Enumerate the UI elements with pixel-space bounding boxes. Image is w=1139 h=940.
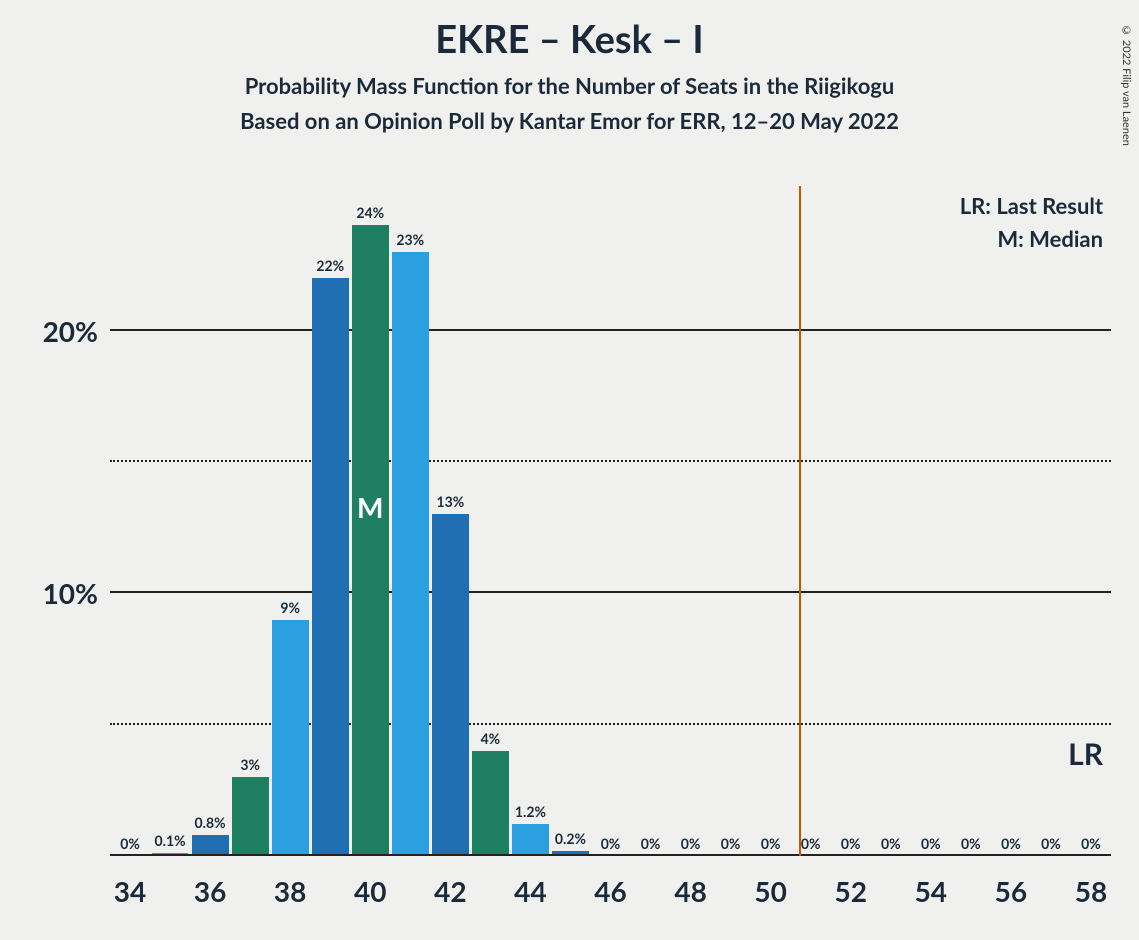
plot-area: LR: Last Result M: Median 0%0.1%0.8%3%9%… [110,186,1111,856]
bar-value-label: 0.8% [195,814,226,831]
x-axis-tick-label: 38 [274,874,306,908]
bar-value-label: 0.1% [155,832,186,849]
x-axis-tick-label: 42 [434,874,466,908]
last-result-line [799,186,801,856]
bar-value-label: 0% [881,835,901,852]
bar-value-label: 23% [396,231,424,248]
bar-value-label: 0% [120,835,140,852]
chart-title: EKRE – Kesk – I [0,16,1139,62]
bar-value-label: 4% [481,730,501,747]
bar-value-label: 24% [356,204,384,221]
chart-subtitle-2: Based on an Opinion Poll by Kantar Emor … [0,107,1139,134]
bar-value-label: 0% [641,835,661,852]
bars-container: 0%0.1%0.8%3%9%22%24%M23%13%4%1.2%0.2%0%0… [110,186,1111,856]
bar: 23% [392,252,429,856]
bar-value-label: 0% [801,835,821,852]
bar-value-label: 1.2% [515,803,546,820]
bar: 4% [472,751,509,856]
x-axis-tick-label: 40 [354,874,386,908]
bar-value-label: 0% [721,835,741,852]
bar-value-label: 0% [1001,835,1021,852]
bar-value-label: 0% [841,835,861,852]
bar: 13% [432,514,469,856]
bar: 3% [232,777,269,856]
bar-value-label: 0% [921,835,941,852]
bar-value-label: 0% [1041,835,1061,852]
chart-subtitle: Probability Mass Function for the Number… [0,72,1139,99]
x-axis-tick-label: 50 [754,874,786,908]
bar-value-label: 9% [280,599,300,616]
x-axis-labels: 34 36 38 40 42 44 46 48 50 52 54 56 58 [110,864,1111,916]
x-axis-tick-label: 34 [114,874,146,908]
bar: 9% [272,620,309,856]
x-axis-tick-label: 46 [594,874,626,908]
y-axis-tick-label: 10% [43,576,110,610]
bar-value-label: 0% [1081,835,1101,852]
bar-value-label: 22% [316,257,344,274]
bar: 1.2% [512,824,549,856]
x-axis-tick-label: 44 [514,874,546,908]
bar-value-label: 0% [761,835,781,852]
bar-value-label: 0.2% [555,830,586,847]
x-axis-tick-label: 54 [915,874,947,908]
bar-value-label: 0% [681,835,701,852]
chart-area: LR: Last Result M: Median 0%0.1%0.8%3%9%… [28,186,1111,916]
bar: 22% [312,278,349,856]
x-axis-tick-label: 52 [834,874,866,908]
x-axis-tick-label: 56 [995,874,1027,908]
copyright-text: © 2022 Filip van Laenen [1120,24,1133,146]
bar-value-label: 13% [436,493,464,510]
bar-value-label: 3% [240,756,260,773]
x-axis-tick-label: 58 [1075,874,1107,908]
last-result-label: LR [1068,736,1103,772]
x-axis-tick-label: 36 [194,874,226,908]
x-axis-tick-label: 48 [674,874,706,908]
x-axis-line [110,854,1111,856]
median-marker: M [357,490,383,524]
bar-value-label: 0% [961,835,981,852]
bar: 0.8% [192,835,229,856]
bar-value-label: 0% [601,835,621,852]
y-axis-tick-label: 20% [43,314,110,348]
bar: 24%M [352,225,389,856]
